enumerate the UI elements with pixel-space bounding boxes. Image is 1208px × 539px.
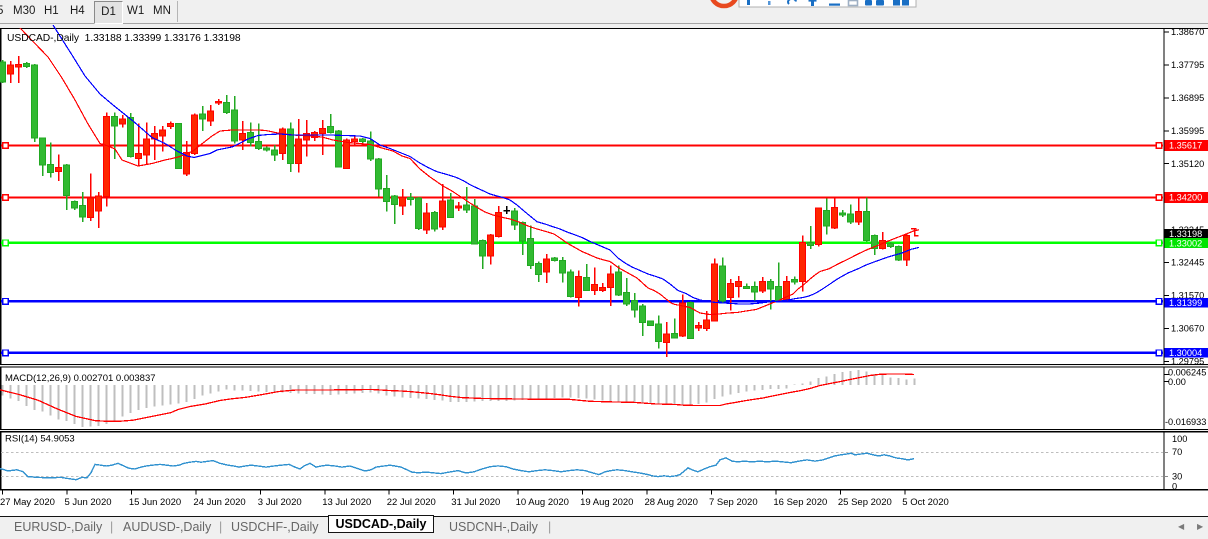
svg-text:1.31399: 1.31399: [1169, 298, 1202, 308]
svg-text:1.36895: 1.36895: [1171, 93, 1204, 103]
svg-text:1.34200: 1.34200: [1169, 193, 1202, 203]
svg-text:USDCAD-,Daily 1.33188 1.33399: USDCAD-,Daily 1.33188 1.33399 1.33176 1.…: [7, 33, 241, 44]
svg-text:RSI(14) 54.9053: RSI(14) 54.9053: [5, 434, 75, 445]
svg-text:1.38670: 1.38670: [1171, 27, 1204, 37]
svg-text:22 Jul 2020: 22 Jul 2020: [387, 497, 436, 508]
svg-text:1.31570: 1.31570: [1171, 291, 1204, 301]
svg-text:0: 0: [1172, 482, 1177, 492]
svg-text:13 Jul 2020: 13 Jul 2020: [322, 497, 371, 508]
svg-text:1.33002: 1.33002: [1169, 238, 1202, 248]
svg-text:MACD(12,26,9) 0.002701 0.00383: MACD(12,26,9) 0.002701 0.003837: [5, 373, 156, 384]
svg-text:7 Sep 2020: 7 Sep 2020: [709, 497, 758, 508]
svg-text:15 Jun 2020: 15 Jun 2020: [129, 497, 181, 508]
svg-text:16 Sep 2020: 16 Sep 2020: [773, 497, 827, 508]
svg-text:5 Oct 2020: 5 Oct 2020: [902, 497, 948, 508]
svg-text:30: 30: [1172, 472, 1182, 482]
svg-text:1.32445: 1.32445: [1171, 258, 1204, 268]
svg-text:0.006245: 0.006245: [1168, 368, 1206, 378]
svg-text:1.29795: 1.29795: [1171, 357, 1204, 367]
svg-text:27 May 2020: 27 May 2020: [0, 497, 55, 508]
svg-text:25 Sep 2020: 25 Sep 2020: [838, 497, 892, 508]
svg-text:1.30004: 1.30004: [1169, 348, 1202, 358]
svg-text:5 Jun 2020: 5 Jun 2020: [65, 497, 112, 508]
svg-text:1.35995: 1.35995: [1171, 126, 1204, 136]
svg-text:19 Aug 2020: 19 Aug 2020: [580, 497, 633, 508]
svg-text:24 Jun 2020: 24 Jun 2020: [193, 497, 245, 508]
svg-text:100: 100: [1172, 434, 1187, 444]
svg-text:0.00: 0.00: [1168, 377, 1186, 387]
svg-text:10 Aug 2020: 10 Aug 2020: [516, 497, 569, 508]
svg-text:28 Aug 2020: 28 Aug 2020: [645, 497, 698, 508]
svg-text:1.35120: 1.35120: [1171, 159, 1204, 169]
svg-text:31 Jul 2020: 31 Jul 2020: [451, 497, 500, 508]
svg-text:-0.016933: -0.016933: [1165, 417, 1206, 427]
svg-text:1.30670: 1.30670: [1171, 324, 1204, 334]
svg-text:70: 70: [1172, 447, 1182, 457]
svg-text:1.33198: 1.33198: [1169, 229, 1202, 239]
svg-text:3 Jul 2020: 3 Jul 2020: [258, 497, 302, 508]
svg-text:1.35617: 1.35617: [1169, 141, 1202, 151]
svg-text:1.37795: 1.37795: [1171, 60, 1204, 70]
